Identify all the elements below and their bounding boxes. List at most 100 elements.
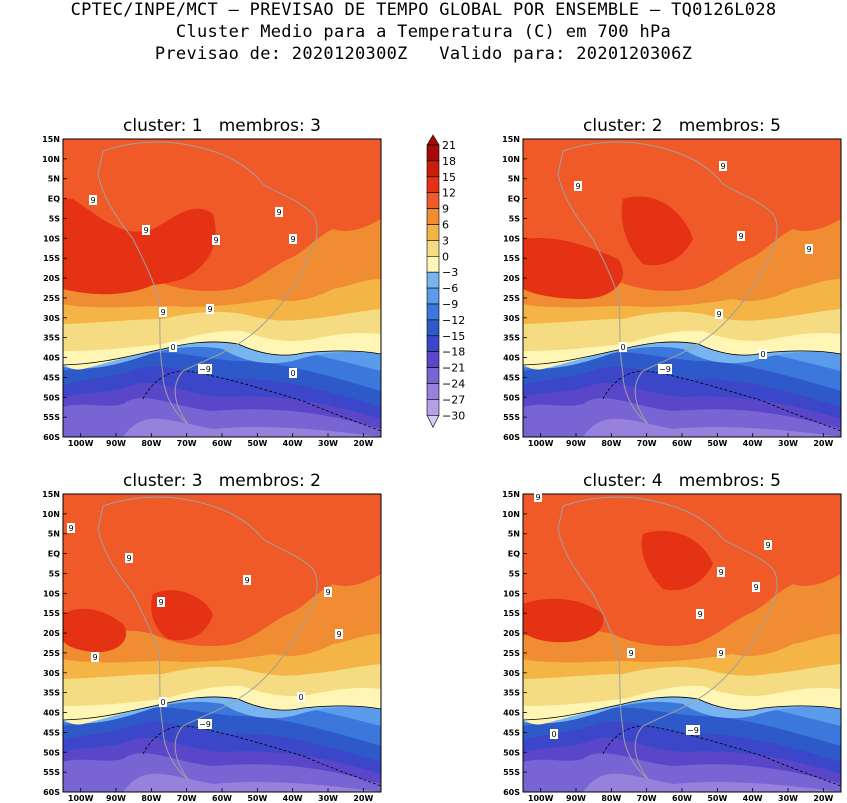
lat-label: 30S (503, 314, 520, 323)
forecast-dates: Previsao de: 2020120300Z Valido para: 20… (154, 44, 693, 64)
lat-label: 20S (503, 629, 520, 638)
lat-label: 5N (48, 530, 60, 539)
lat-label: 55S (43, 413, 60, 422)
contour-label: 9 (336, 630, 341, 639)
lat-label: 15N (502, 490, 520, 499)
contour-label-bg (764, 540, 772, 550)
lat-label: 50S (503, 393, 520, 402)
colorbar-bottom-arrow (426, 415, 440, 428)
colorbar-label: −18 (442, 346, 465, 359)
members-count: 5 (765, 471, 781, 491)
lat-label: 40S (503, 709, 520, 718)
colorbar-label: −9 (442, 298, 458, 311)
members-label: membros: (663, 471, 765, 491)
colorbar: 21 18 15 12 9 6 3 0 −3 −6 −9 −12 −15 −18 −21 −24 −27 −30 (426, 134, 465, 428)
lon-label: 70W (177, 439, 197, 448)
warm-core (151, 590, 213, 641)
lon-label: 60W (212, 439, 232, 448)
lon-label: 100W (528, 439, 554, 448)
contour-label: 9 (738, 232, 743, 241)
lat-label: 55S (503, 413, 520, 422)
lat-label: 45S (503, 373, 520, 382)
contour-label: 9 (765, 541, 770, 550)
contour-label-bg (159, 307, 167, 317)
lat-label: 55S (43, 768, 60, 777)
contour-label: 9 (68, 524, 73, 533)
map-panel-2: 9 9 9 9 9 0 0 −9 cluster: 2 membros: 5 15N 10N 5N EQ… (502, 116, 842, 448)
lat-label: 10S (43, 589, 60, 598)
lat-label: 5N (508, 530, 520, 539)
contour-label: 0 (160, 698, 165, 707)
lat-label: 60S (43, 433, 60, 442)
contour-label-bg (297, 692, 305, 702)
contour-line-minus9 (602, 370, 842, 432)
cluster-number: 3 (186, 471, 202, 491)
colorbar-label: 0 (442, 250, 449, 263)
coastline (97, 496, 318, 780)
colorbar-label: −30 (442, 409, 465, 422)
lon-label: 90W (106, 794, 126, 803)
lat-label: 30S (43, 314, 60, 323)
contour-label: 9 (753, 583, 758, 592)
lat-label: 40S (43, 354, 60, 363)
colorbar-label: −27 (442, 393, 465, 406)
colorbar-swatch (426, 224, 440, 241)
lat-label: EQ (508, 195, 520, 204)
contour-label: 9 (325, 588, 330, 597)
lat-label: 25S (43, 294, 60, 303)
cluster-label: cluster: (583, 116, 646, 136)
contour-label-bg (737, 231, 745, 241)
contour-label-bg (289, 368, 297, 378)
contour-label-bg (686, 725, 700, 735)
contour-label: 9 (92, 653, 97, 662)
lon-label: 50W (247, 439, 267, 448)
colorbar-label: 12 (442, 187, 456, 200)
lat-label: 15S (503, 254, 520, 263)
lat-label: 35S (503, 334, 520, 343)
contour-label: 9 (697, 610, 702, 619)
map-panel-1: 9 9 9 9 9 9 9 0 0 −9 cluster: 1 membros: 3 15N 10N 5N… (42, 116, 382, 448)
contour-label: 0 (551, 730, 556, 739)
lat-label: 5S (509, 214, 521, 223)
colorbar-label: −24 (442, 378, 465, 391)
panel-title: cluster: 3 membros: 2 (123, 471, 321, 491)
lat-label: 50S (43, 393, 60, 402)
contour-label: −9 (199, 365, 211, 374)
contour-label: 0 (620, 343, 625, 352)
lat-label: 35S (43, 689, 60, 698)
lon-label: 30W (778, 794, 798, 803)
lat-label: 35S (43, 334, 60, 343)
contour-label: 9 (158, 598, 163, 607)
contour-label-bg (243, 575, 251, 585)
lon-label: 30W (778, 439, 798, 448)
contour-label: 0 (760, 350, 765, 359)
warm-core (63, 257, 163, 295)
map-panel-4: 9 9 9 9 9 9 9 0 −9 cluster: 4 membros: 5 15N 10N 5N E… (502, 471, 842, 803)
lat-label: 10N (502, 510, 520, 519)
colorbar-label: −21 (442, 362, 465, 375)
contour-line-minus9 (142, 725, 382, 787)
members-count: 5 (765, 116, 781, 136)
contour-label-bg (658, 364, 672, 374)
lon-label: 90W (106, 439, 126, 448)
lat-label: 50S (503, 748, 520, 757)
warm-core (621, 196, 693, 266)
lon-label: 90W (566, 794, 586, 803)
panel-title: cluster: 4 membros: 5 (583, 471, 781, 491)
contour-label-bg (696, 609, 704, 619)
contour-label: 0 (170, 343, 175, 352)
contour-label: 9 (276, 208, 281, 217)
coastline (97, 141, 318, 425)
lat-label: 60S (43, 788, 60, 797)
lat-label: 25S (503, 294, 520, 303)
contour-label: 9 (160, 308, 165, 317)
lat-label: 20S (43, 274, 60, 283)
contour-label-bg (805, 244, 813, 254)
colorbar-swatch (426, 303, 440, 321)
lat-label: EQ (48, 550, 60, 559)
lat-label: 15N (42, 135, 60, 144)
cluster-number: 2 (646, 116, 662, 136)
contour-label-bg (717, 648, 725, 658)
coastline (557, 141, 778, 425)
lon-label: 100W (68, 794, 94, 803)
